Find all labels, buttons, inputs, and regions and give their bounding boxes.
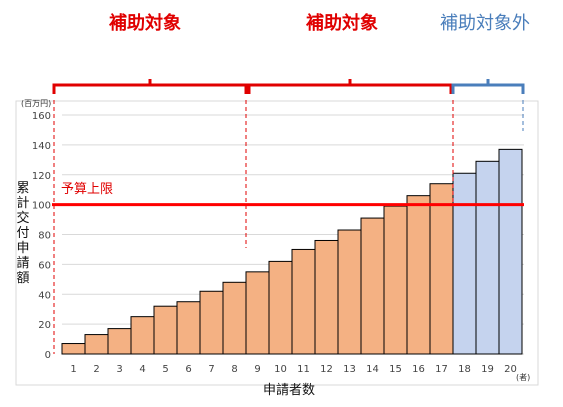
x-tick-labels: 1 2 3 4 5 6 7 8 9 10 11 12 13 14 15 16 17 18 19 20 [70, 364, 517, 375]
bracket-subsidized-middle [247, 79, 453, 94]
x-tick-label: 1 [70, 364, 76, 375]
y-axis-title-char: 累 [16, 181, 30, 196]
bar [475, 160, 500, 355]
bar [314, 239, 339, 355]
x-tick-label: 17 [435, 364, 448, 375]
x-tick-label: 11 [297, 364, 310, 375]
bar [498, 148, 523, 355]
x-tick-label: 16 [412, 364, 425, 375]
x-tick-label: 5 [162, 364, 168, 375]
bar [199, 290, 224, 355]
y-axis-title: 累計交付申請額 [14, 181, 32, 286]
y-axis-title-char: 額 [16, 271, 30, 286]
x-tick-label: 15 [389, 364, 402, 375]
y-tick-label: 60 [38, 260, 51, 271]
y-tick-label: 20 [38, 320, 51, 331]
y-axis-title-char: 付 [16, 226, 30, 241]
bar [268, 260, 293, 355]
budget-limit-label: 予算上限 [61, 182, 113, 197]
x-tick-label: 2 [93, 364, 99, 375]
x-tick-label: 18 [458, 364, 471, 375]
bar [245, 271, 270, 355]
y-tick-labels: 0 20 40 60 80 100 120 140 160 [32, 111, 51, 361]
header-subsidized-middle: 補助対象 [306, 13, 378, 34]
header-not-subsidized: 補助対象外 [440, 13, 530, 34]
y-tick-label: 160 [32, 111, 51, 122]
bars [61, 148, 523, 355]
y-tick-label: 80 [38, 231, 51, 242]
bar [84, 334, 109, 355]
x-tick-label: 3 [116, 364, 122, 375]
bar [337, 229, 362, 355]
x-tick-label: 6 [185, 364, 191, 375]
y-axis-title-char: 請 [16, 256, 30, 271]
brackets [52, 79, 525, 94]
x-tick-label: 14 [366, 364, 379, 375]
x-tick-label: 13 [343, 364, 356, 375]
x-tick-label: 8 [231, 364, 237, 375]
x-tick-label: 20 [504, 364, 517, 375]
y-tick-label: 140 [32, 141, 51, 152]
y-axis-title-char: 計 [16, 196, 30, 211]
bar [61, 343, 86, 355]
x-tick-label: 12 [320, 364, 333, 375]
y-axis-title-char: 申 [16, 241, 30, 256]
bar [406, 195, 431, 355]
bar [429, 183, 454, 355]
y-tick-label: 120 [32, 171, 51, 182]
y-axis-title-char: 交 [16, 211, 30, 226]
bar [107, 328, 132, 355]
bar [153, 305, 178, 355]
y-tick-label: 40 [38, 290, 51, 301]
bar [383, 205, 408, 355]
bracket-subsidized-left [52, 79, 248, 94]
x-tick-label: 4 [139, 364, 145, 375]
bar [222, 281, 247, 355]
x-tick-label: 19 [481, 364, 494, 375]
y-tick-label: 100 [32, 201, 51, 212]
x-unit-label: (者) [516, 373, 530, 382]
x-tick-label: 7 [208, 364, 214, 375]
divider-lines [53, 100, 524, 354]
y-unit-label: (百万円) [21, 99, 51, 108]
header-subsidized-left: 補助対象 [109, 13, 181, 34]
bar [360, 217, 385, 355]
bar [176, 301, 201, 355]
bracket-not-subsidized [451, 79, 525, 94]
x-tick-label: 10 [274, 364, 287, 375]
bar [452, 172, 477, 355]
bar [130, 316, 155, 355]
bar [291, 248, 316, 355]
y-tick-label: 0 [45, 350, 51, 361]
x-tick-label: 9 [254, 364, 260, 375]
x-axis-title: 申請者数 [263, 383, 315, 398]
